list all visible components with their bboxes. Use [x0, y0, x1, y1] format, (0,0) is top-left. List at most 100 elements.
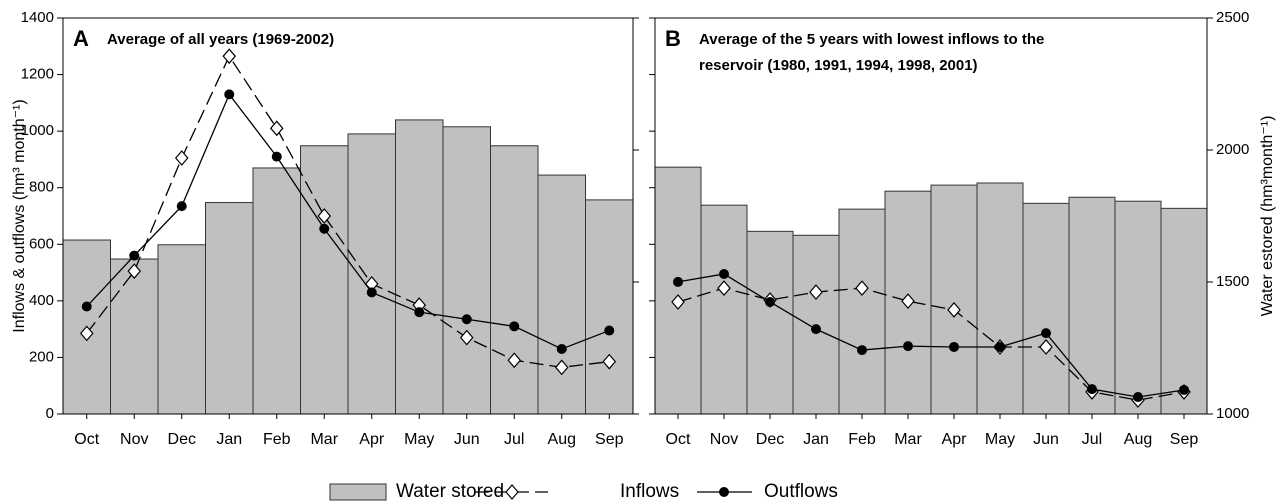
x-tick-label: Mar — [894, 431, 922, 448]
bar — [300, 145, 349, 415]
point — [947, 301, 961, 318]
y2-tick-label: 1500 — [1216, 273, 1249, 290]
bar — [110, 258, 159, 415]
point — [127, 263, 142, 280]
bar — [252, 167, 301, 415]
line — [86, 93, 610, 350]
point — [1041, 328, 1051, 339]
point — [1133, 392, 1143, 403]
x-tick-label: Aug — [1124, 431, 1152, 448]
bar — [395, 119, 444, 415]
plot-frame — [62, 17, 634, 415]
point — [949, 341, 959, 352]
panel-title: Average of all years (1969-2002) — [107, 31, 334, 48]
line — [677, 273, 1185, 398]
line — [86, 54, 610, 368]
x-tick-label: Jan — [216, 431, 242, 448]
point — [222, 48, 237, 65]
point — [673, 276, 683, 287]
point — [507, 352, 522, 369]
x-tick-label: Apr — [942, 431, 968, 448]
x-tick-label: Sep — [1170, 431, 1199, 448]
point — [366, 287, 377, 298]
point — [554, 359, 569, 376]
x-tick-label: Jul — [1082, 431, 1102, 448]
point — [717, 280, 731, 297]
legend-label: Water stored — [396, 481, 504, 502]
point — [719, 268, 729, 279]
point — [319, 223, 330, 234]
panel-title: Average of the 5 years with lowest inflo… — [699, 31, 1044, 48]
point — [461, 314, 472, 325]
x-tick-label: Jul — [504, 431, 524, 448]
bar — [1114, 200, 1162, 415]
point — [556, 343, 567, 354]
point — [271, 151, 282, 162]
y2-tick-label: 1000 — [1216, 405, 1249, 422]
point — [671, 294, 685, 310]
x-tick-label: Nov — [120, 431, 148, 448]
bar — [1068, 196, 1116, 415]
bar — [442, 126, 491, 415]
x-tick-label: Mar — [310, 431, 338, 448]
point — [809, 284, 823, 301]
point — [174, 150, 189, 166]
y-tick-label: 800 — [29, 179, 54, 196]
x-tick-label: Oct — [666, 431, 691, 448]
point — [224, 89, 235, 100]
point — [317, 208, 332, 224]
legend-marker — [505, 484, 519, 500]
x-tick-label: Sep — [595, 431, 624, 448]
bar — [1160, 207, 1208, 415]
bar — [537, 174, 586, 415]
legend-swatch — [329, 483, 387, 501]
bar — [205, 202, 254, 415]
point — [79, 325, 94, 342]
point — [857, 345, 867, 356]
point — [1087, 384, 1097, 395]
y2-axis-label: Water estored (hm³month⁻¹) — [1259, 116, 1276, 317]
y-tick-label: 600 — [29, 235, 54, 252]
bar — [347, 133, 396, 415]
x-tick-label: Jun — [1033, 431, 1059, 448]
point — [129, 250, 140, 261]
x-tick-label: Apr — [359, 431, 385, 448]
bar — [1022, 202, 1070, 415]
y-tick-label: 1200 — [21, 66, 54, 83]
y-tick-label: 1400 — [21, 9, 54, 26]
x-tick-label: Aug — [548, 431, 576, 448]
bar — [585, 199, 634, 415]
x-tick-label: Oct — [74, 431, 99, 448]
point — [901, 293, 915, 310]
point — [1179, 384, 1189, 395]
point — [509, 321, 520, 332]
legend-marker — [719, 487, 729, 497]
x-tick-label: Feb — [848, 431, 876, 448]
y-tick-label: 1000 — [21, 122, 54, 139]
y2-tick-label: 2000 — [1216, 141, 1249, 158]
legend-label: Inflows — [620, 481, 679, 502]
y-axis-label: Inflows & outflows (hm³ month⁻¹) — [11, 99, 28, 332]
x-tick-label: Dec — [168, 431, 196, 448]
point — [604, 325, 615, 336]
point — [176, 201, 187, 212]
bar — [654, 166, 702, 415]
bar — [930, 184, 978, 415]
point — [765, 296, 775, 307]
plot-frame — [654, 17, 1208, 415]
x-tick-label: Jun — [454, 431, 480, 448]
x-tick-label: Nov — [710, 431, 738, 448]
y2-tick-label: 2500 — [1216, 9, 1249, 26]
bar — [157, 244, 206, 415]
bar — [490, 145, 539, 415]
bar — [976, 182, 1024, 415]
point — [81, 301, 92, 312]
bar — [700, 204, 748, 415]
legend-label: Outflows — [764, 481, 838, 502]
bar — [838, 208, 886, 415]
x-tick-label: May — [985, 431, 1015, 448]
panel-label: B — [665, 26, 681, 51]
x-tick-label: Jan — [803, 431, 829, 448]
bar — [746, 230, 794, 415]
